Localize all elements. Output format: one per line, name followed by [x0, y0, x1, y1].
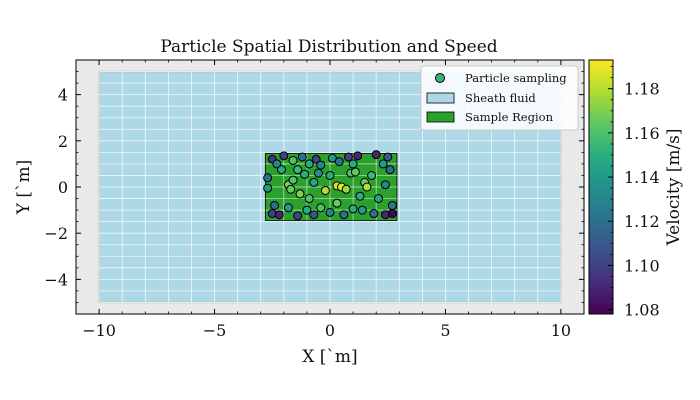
particle-point — [378, 159, 388, 169]
particle-point — [355, 191, 365, 201]
particle-point — [320, 185, 330, 195]
particle-point — [297, 152, 307, 162]
legend-label-sample: Sample Region — [465, 110, 554, 124]
particle-point — [387, 200, 397, 210]
particle-point — [277, 165, 287, 175]
y-axis-label: Y [`m] — [14, 160, 34, 216]
colorbar-ticks: 1.08 1.10 1.12 1.14 1.16 1.18 — [608, 66, 660, 320]
particle-point — [348, 159, 358, 169]
particle-point — [341, 184, 351, 194]
particle-point — [304, 159, 314, 169]
chart-title: Particle Spatial Distribution and Speed — [160, 37, 497, 57]
colorbar: 1.08 1.10 1.12 1.14 1.16 1.18 Velocity [m/s] — [588, 59, 684, 320]
particle-point — [353, 151, 363, 161]
x-tick-label: 10 — [551, 321, 571, 340]
legend: Particle sampling Sheath fluid Sample Re… — [420, 65, 579, 131]
legend-box — [420, 65, 579, 131]
particle-point — [274, 210, 284, 220]
particle-point — [339, 210, 349, 220]
particle-point — [300, 169, 310, 179]
particle-point — [311, 154, 321, 164]
x-tick-label: 0 — [325, 321, 335, 340]
x-tick-label: 5 — [440, 321, 450, 340]
particle-point — [302, 205, 312, 215]
particle-point — [371, 150, 381, 160]
particle-point — [367, 170, 377, 180]
y-tick-label: 2 — [58, 132, 68, 151]
particle-point — [263, 183, 273, 193]
particle-point — [334, 157, 344, 167]
particle-point — [309, 177, 319, 187]
particle-point — [373, 194, 383, 204]
particle-point — [385, 165, 395, 175]
particle-point — [362, 182, 372, 192]
particle-point — [283, 203, 293, 213]
legend-marker-sample — [426, 111, 455, 123]
colorbar-label: Velocity [m/s] — [664, 128, 684, 246]
particle-point — [288, 155, 298, 165]
particle-point — [295, 189, 305, 199]
y-tick-label: −2 — [44, 224, 68, 243]
particle-point — [304, 194, 314, 204]
colorbar-tick-label: 1.18 — [624, 80, 660, 99]
colorbar-tick-label: 1.12 — [624, 212, 660, 231]
particle-point — [279, 151, 289, 161]
particle-point — [316, 203, 326, 213]
colorbar-tick-label: 1.10 — [624, 256, 660, 275]
particle-point — [332, 198, 342, 208]
particle-point — [383, 152, 393, 162]
legend-label-sheath: Sheath fluid — [465, 91, 536, 105]
particle-point — [369, 209, 379, 219]
particle-point — [325, 170, 335, 180]
colorbar-gradient — [588, 59, 614, 315]
legend-label-particles: Particle sampling — [465, 71, 567, 85]
y-tick-label: 4 — [58, 86, 68, 105]
particle-point — [327, 153, 337, 163]
particle-point — [263, 173, 273, 183]
particle-point — [293, 211, 303, 221]
particle-point — [316, 160, 326, 170]
particle-point — [293, 165, 303, 175]
particle-point — [313, 168, 323, 178]
y-tick-label: −4 — [44, 270, 68, 289]
y-tick-label: 0 — [58, 178, 68, 197]
colorbar-tick-label: 1.16 — [624, 124, 660, 143]
particle-point — [387, 209, 397, 219]
particle-point — [350, 167, 360, 177]
colorbar-tick-label: 1.14 — [624, 168, 660, 187]
particle-point — [286, 184, 296, 194]
particle-point — [325, 207, 335, 217]
particle-point — [357, 205, 367, 215]
colorbar-tick-label: 1.08 — [624, 301, 660, 320]
x-axis-ticks: −10 −5 0 5 10 — [75, 60, 585, 340]
particle-point — [348, 204, 358, 214]
particle-point — [288, 175, 298, 185]
particle-point — [380, 180, 390, 190]
legend-marker-particles — [435, 73, 445, 83]
legend-marker-sheath — [426, 92, 455, 104]
x-tick-label: −5 — [203, 321, 227, 340]
particle-point — [309, 210, 319, 220]
x-tick-label: −10 — [82, 321, 116, 340]
particle-point — [270, 200, 280, 210]
particle-point — [272, 159, 282, 169]
particle-point — [343, 152, 353, 162]
y-axis-ticks: −4 −2 0 2 4 — [44, 71, 584, 303]
x-axis-label: X [`m] — [302, 347, 357, 367]
particle-points — [263, 150, 397, 221]
